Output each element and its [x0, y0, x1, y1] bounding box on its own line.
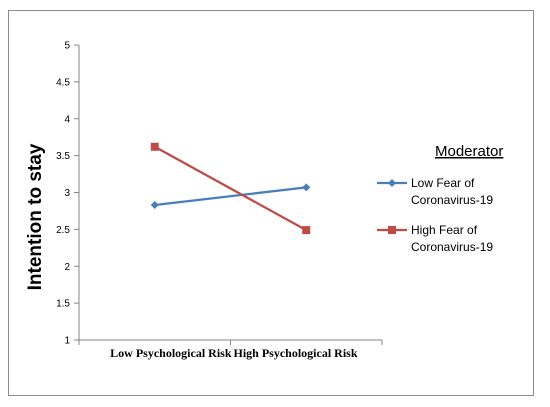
data-point-square — [150, 142, 159, 151]
legend-marker-diamond — [388, 179, 396, 187]
chart-frame: 1 1.5 2 2.5 3 3.5 4 4.5 5 Low Psychological Risk H… — [8, 10, 534, 396]
y-tick-label: 4 — [64, 114, 70, 125]
legend-title: Moderator — [435, 143, 503, 160]
x-category-label: Low Psychological Risk — [110, 346, 232, 360]
legend-label: Coronavirus-19 — [411, 193, 493, 207]
legend: Low Fear of Coronavirus-19 High Fear of Cor… — [377, 176, 493, 254]
y-axis-title: Intention to stay — [25, 143, 46, 290]
y-tick-label: 1 — [64, 336, 70, 347]
data-point-diamond — [302, 183, 311, 192]
legend-marker-square — [388, 226, 396, 234]
legend-label: Low Fear of — [411, 176, 475, 190]
x-category-label: High Psychological Risk — [234, 346, 358, 360]
data-point-diamond — [150, 201, 159, 210]
series-line — [154, 186, 307, 207]
y-tick-label: 3 — [64, 188, 70, 199]
plot-area: 1 1.5 2 2.5 3 3.5 4 4.5 5 Low Psychological Risk H… — [56, 41, 383, 360]
data-point-square — [302, 226, 311, 235]
y-tick-label: 1.5 — [56, 299, 70, 310]
y-tick-label: 2 — [64, 262, 70, 273]
series-line — [154, 145, 307, 232]
legend-label: Coronavirus-19 — [411, 240, 493, 254]
y-tick-label: 5 — [64, 41, 70, 52]
legend-label: High Fear of — [411, 223, 478, 237]
y-tick-label: 4.5 — [56, 77, 70, 88]
y-tick-label: 2.5 — [56, 225, 70, 236]
y-tick-label: 3.5 — [56, 151, 70, 162]
